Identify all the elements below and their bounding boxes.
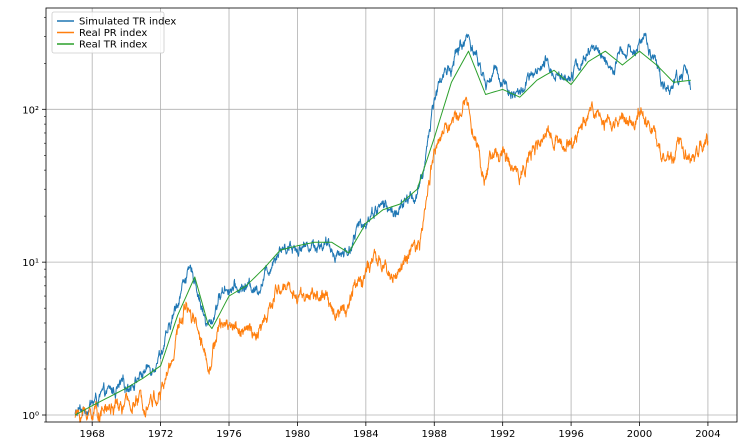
x-tick-label: 1972 (148, 429, 173, 440)
x-tick-label: 1980 (285, 429, 310, 440)
y-tick-label: 10⁰ (22, 411, 39, 422)
legend-box (51, 11, 165, 54)
legend-label: Simulated TR index (79, 17, 176, 28)
series-line-real-tr-index (74, 50, 691, 416)
x-tick-label: 2004 (695, 429, 720, 440)
x-tick-label: 1988 (422, 429, 447, 440)
legend-label: Real PR index (79, 28, 147, 39)
series-line-real-pr-index (74, 96, 709, 423)
x-tick-label: 1992 (490, 429, 515, 440)
x-tick-label: 1996 (558, 429, 583, 440)
series-line-simulated-tr-index (74, 32, 692, 417)
x-tick-label: 1984 (353, 429, 378, 440)
series-layer (74, 32, 709, 423)
x-tick-label: 1976 (216, 429, 241, 440)
y-tick-label: 10¹ (22, 258, 39, 269)
legend-label: Real TR index (79, 40, 147, 51)
axis-ticks: 1968 1972 1976 1980 1984 1988 1992 1996 2000 2004… (22, 16, 721, 440)
x-tick-label: 1968 (79, 429, 104, 440)
x-tick-label: 2000 (627, 429, 652, 440)
y-tick-label: 10² (22, 105, 39, 116)
plot-frame (45, 7, 738, 423)
